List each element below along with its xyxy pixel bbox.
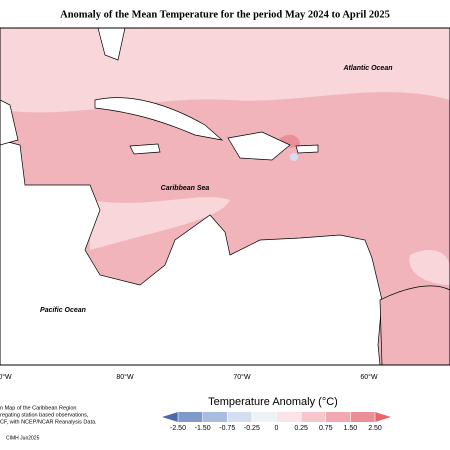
colorbar-bin <box>202 412 228 422</box>
puerto-rico <box>295 144 319 154</box>
colorbar-tick-label: -1.50 <box>195 425 211 432</box>
note-line: regating station based observations, <box>0 412 89 418</box>
map: Atlantic Ocean Caribbean Sea Pacific Oce… <box>0 27 450 366</box>
cuba <box>94 97 224 141</box>
colorbar-bin <box>276 412 302 422</box>
longitude-labels: 0°W 80°W 70°W 60°W <box>0 373 378 381</box>
map-title: Anomaly of the Mean Temperature for the … <box>60 9 390 20</box>
colorbar-tick-label: 0.25 <box>294 425 308 432</box>
yucatan <box>0 99 19 146</box>
colorbar-tick-label: 0 <box>275 425 279 432</box>
colorbar-tick-label: 0.75 <box>319 425 333 432</box>
hispaniola <box>227 131 291 161</box>
colorbar-tick-label: -2.50 <box>170 425 186 432</box>
colorbar-tick-label: -0.25 <box>244 425 260 432</box>
colorbar-bin <box>350 412 375 422</box>
longitude-label: 80°W <box>116 373 134 381</box>
credit: CIMH Jun2025 <box>6 435 40 441</box>
longitude-label: 60°W <box>360 373 378 381</box>
guianas <box>379 285 450 366</box>
anomaly-patch <box>90 197 230 250</box>
jamaica <box>129 143 161 155</box>
note-line: CF, with NCEP/NCAR Reanalysis Data. <box>0 419 97 425</box>
colorbar-bin <box>227 412 252 422</box>
map-frame <box>0 27 450 366</box>
colorbar-end <box>375 412 391 422</box>
colorbar-bin <box>251 412 277 422</box>
ocean-label: Atlantic Ocean <box>342 65 392 72</box>
ocean-label: Caribbean Sea <box>161 185 210 192</box>
ocean-label: Pacific Ocean <box>40 307 86 314</box>
colorbar-bin <box>178 412 203 422</box>
colorbar-tick-label: -0.75 <box>219 425 235 432</box>
longitude-label: 70°W <box>233 373 251 381</box>
legend-title: Temperature Anomaly (°C) <box>208 396 338 408</box>
note-line: n Map of the Caribbean Region <box>0 405 76 411</box>
anomaly-patch <box>290 153 298 161</box>
anomaly-patch <box>409 250 450 285</box>
colorbar-tick-label: 2.50 <box>368 425 382 432</box>
colorbar-end <box>162 412 178 422</box>
colorbar-bin <box>325 412 351 422</box>
colorbar-tick-label: 1.50 <box>344 425 358 432</box>
colorbar: -2.50 -1.50 -0.75 -0.25 0 0.25 0.75 1.50 2.50 <box>162 412 391 432</box>
colorbar-bin <box>301 412 326 422</box>
longitude-label: 0°W <box>0 373 12 381</box>
